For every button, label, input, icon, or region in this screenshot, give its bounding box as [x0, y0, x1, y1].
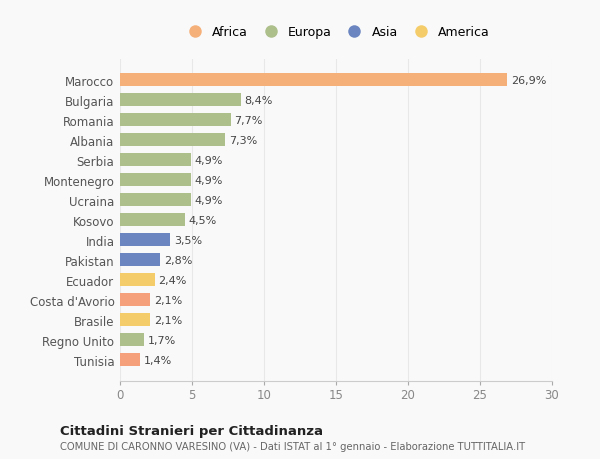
- Text: 1,4%: 1,4%: [144, 355, 172, 365]
- Text: 3,5%: 3,5%: [174, 235, 202, 245]
- Bar: [120, 254, 160, 267]
- Text: 2,1%: 2,1%: [154, 315, 182, 325]
- Text: 2,8%: 2,8%: [164, 255, 192, 265]
- Bar: [120, 234, 170, 247]
- Bar: [120, 154, 191, 167]
- Text: 26,9%: 26,9%: [511, 76, 547, 86]
- Text: 4,9%: 4,9%: [194, 196, 223, 205]
- Bar: [120, 74, 508, 87]
- Text: COMUNE DI CARONNO VARESINO (VA) - Dati ISTAT al 1° gennaio - Elaborazione TUTTIT: COMUNE DI CARONNO VARESINO (VA) - Dati I…: [60, 441, 525, 451]
- Bar: [120, 334, 145, 347]
- Bar: [120, 353, 140, 366]
- Legend: Africa, Europa, Asia, America: Africa, Europa, Asia, America: [177, 21, 495, 44]
- Bar: [120, 94, 241, 107]
- Text: 2,1%: 2,1%: [154, 295, 182, 305]
- Bar: [120, 313, 150, 326]
- Text: 2,4%: 2,4%: [158, 275, 187, 285]
- Text: 4,9%: 4,9%: [194, 175, 223, 185]
- Text: Cittadini Stranieri per Cittadinanza: Cittadini Stranieri per Cittadinanza: [60, 424, 323, 437]
- Bar: [120, 174, 191, 187]
- Bar: [120, 114, 231, 127]
- Text: 7,3%: 7,3%: [229, 135, 257, 146]
- Text: 7,7%: 7,7%: [235, 116, 263, 126]
- Text: 1,7%: 1,7%: [148, 335, 176, 345]
- Bar: [120, 274, 155, 286]
- Text: 4,9%: 4,9%: [194, 156, 223, 166]
- Bar: [120, 214, 185, 227]
- Text: 8,4%: 8,4%: [245, 96, 273, 106]
- Bar: [120, 294, 150, 307]
- Text: 4,5%: 4,5%: [188, 215, 217, 225]
- Bar: [120, 134, 225, 147]
- Bar: [120, 194, 191, 207]
